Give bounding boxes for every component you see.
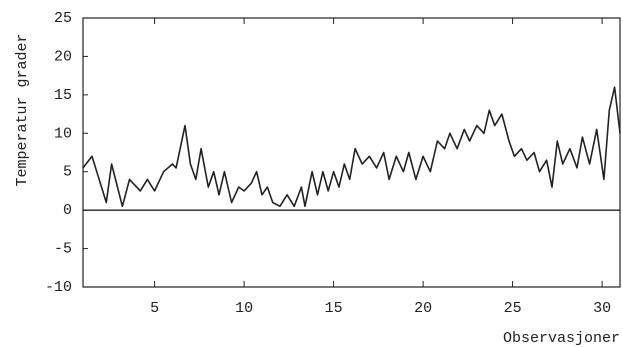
y-axis-label: Temperatur grader	[14, 33, 31, 186]
x-tick-label: 10	[235, 300, 253, 317]
y-tick-label: 25	[54, 10, 72, 27]
plot-frame	[82, 17, 621, 288]
x-tick-label: 30	[593, 300, 611, 317]
x-tick-label: 25	[504, 300, 522, 317]
y-tick-label: -10	[45, 279, 72, 296]
x-tick-label: 15	[325, 300, 343, 317]
y-tick-label: 5	[63, 164, 72, 181]
y-tick-label: 0	[63, 202, 72, 219]
data-line	[82, 86, 621, 208]
y-tick-label: 15	[54, 87, 72, 104]
y-tick-label: 20	[54, 48, 72, 65]
x-tick-label: 20	[414, 300, 432, 317]
x-tick-label: 5	[150, 300, 159, 317]
x-axis-label: Observasjoner	[503, 330, 620, 347]
y-tick-label: 10	[54, 125, 72, 142]
y-tick-label: -5	[54, 241, 72, 258]
